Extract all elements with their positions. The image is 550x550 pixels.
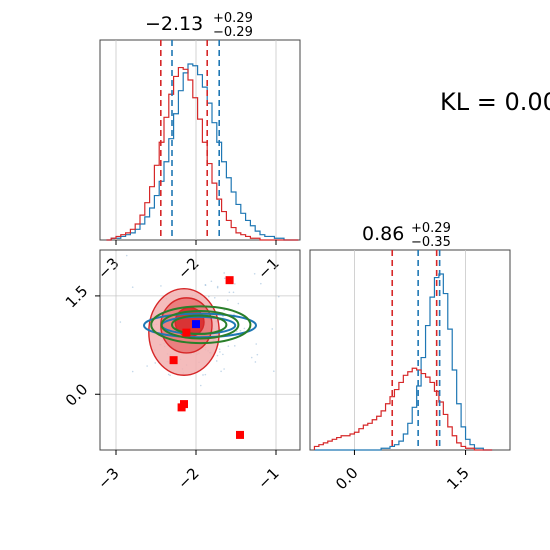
- sample-dot: [233, 313, 235, 316]
- x-tick-label: −2: [174, 254, 202, 282]
- sample-dot: [222, 353, 224, 356]
- sample-dot: [243, 327, 246, 330]
- sample-dot: [232, 291, 235, 294]
- sample-dot: [199, 384, 202, 387]
- sample-dot: [253, 273, 256, 275]
- red-histogram: [106, 66, 299, 241]
- y-tick-label: 0.0: [62, 380, 92, 410]
- blue-histogram: [314, 273, 493, 451]
- sample-dot: [216, 286, 219, 289]
- red-histogram: [313, 367, 493, 451]
- sample-dot: [131, 370, 134, 373]
- marginal-x-title-lower: −0.29: [213, 25, 253, 40]
- x-tick-label: −1: [254, 254, 282, 282]
- sample-dot: [233, 345, 236, 347]
- sample-dot: [271, 328, 274, 330]
- sample-dot: [213, 296, 216, 299]
- marginal-y-title-upper: +0.29: [411, 221, 451, 236]
- sample-dot: [228, 291, 231, 294]
- sample-dot: [215, 360, 218, 362]
- marginal-y-panel: 0.0 1.5: [309, 249, 511, 494]
- sample-dot: [226, 299, 229, 301]
- green-contour: [160, 309, 240, 340]
- blue-contour: [143, 312, 257, 339]
- sample-dot: [125, 254, 128, 257]
- sample-dot: [260, 282, 262, 285]
- sample-dot: [218, 348, 221, 351]
- marginal-x-title-upper: +0.29: [213, 11, 253, 26]
- sample-dot: [146, 365, 148, 367]
- sample-dot: [234, 283, 236, 285]
- sample-dot: [204, 284, 207, 286]
- marginal-y-frame: [309, 249, 511, 451]
- red-point: [169, 356, 178, 365]
- red-point: [225, 276, 234, 285]
- sample-dot: [169, 374, 171, 377]
- x-tick-label: −1: [254, 464, 282, 492]
- blue-point: [192, 320, 200, 329]
- sample-dot: [236, 330, 238, 333]
- sample-dot: [154, 362, 157, 364]
- sample-dot: [223, 368, 225, 370]
- marginal-y-title-lower: −0.35: [411, 235, 451, 250]
- sample-dot: [237, 302, 240, 305]
- sample-dot: [216, 354, 219, 357]
- sample-dot: [227, 345, 230, 347]
- marginal-x-title: −2.13: [145, 13, 203, 35]
- sample-dot: [256, 353, 259, 356]
- sample-dot: [254, 361, 257, 363]
- sample-dot: [239, 329, 242, 332]
- sample-dot: [131, 286, 134, 288]
- sample-dot: [223, 309, 226, 312]
- blue-histogram: [106, 63, 299, 241]
- x-tick-label: 1.5: [443, 464, 473, 494]
- sample-dot: [223, 277, 226, 280]
- sample-dot: [222, 315, 224, 318]
- sample-dot: [326, 321, 328, 323]
- kl-label: KL = 0.00: [440, 88, 550, 116]
- sample-dot: [255, 343, 258, 345]
- red-point: [182, 328, 191, 337]
- marginal-y-title: 0.86: [362, 223, 404, 245]
- x-tick-label: −3: [94, 464, 122, 492]
- joint-panel: −3 −2 −1 0.0 1.5: [62, 244, 328, 493]
- sample-dot: [223, 272, 225, 274]
- sample-dot: [250, 356, 253, 359]
- red-point: [177, 403, 186, 412]
- x-tick-label: −2: [174, 464, 202, 492]
- y-tick-label: 1.5: [62, 282, 92, 312]
- sample-dot: [202, 374, 204, 376]
- sample-dot: [220, 370, 222, 373]
- green-contour: [171, 314, 228, 335]
- sample-dot: [273, 370, 275, 373]
- joint-frame: [99, 249, 301, 451]
- x-tick-label: −3: [94, 254, 122, 282]
- green-contour: [150, 305, 252, 345]
- sample-dot: [216, 285, 219, 288]
- sample-dot: [160, 285, 162, 287]
- sample-dot: [208, 295, 210, 298]
- sample-dot: [277, 295, 280, 298]
- sample-dot: [167, 373, 170, 376]
- sample-dot: [178, 244, 180, 246]
- sample-dot: [210, 280, 213, 283]
- sample-dot: [204, 373, 207, 376]
- red-point: [236, 430, 244, 439]
- sample-dot: [204, 284, 207, 286]
- sample-dot: [119, 321, 122, 323]
- x-tick-label: 0.0: [332, 464, 362, 494]
- marginal-x-frame: [99, 39, 301, 241]
- sample-dot: [219, 351, 221, 353]
- marginal-x-panel: −3 −2 −1: [94, 39, 301, 283]
